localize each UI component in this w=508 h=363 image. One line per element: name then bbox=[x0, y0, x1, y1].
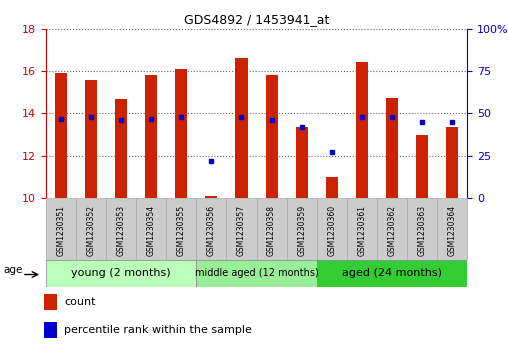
Bar bbox=[235, 57, 247, 198]
Bar bbox=[416, 135, 428, 198]
Bar bbox=[205, 196, 217, 198]
Bar bbox=[446, 127, 458, 198]
Text: GSM1230357: GSM1230357 bbox=[237, 205, 246, 256]
Bar bbox=[175, 69, 187, 198]
Bar bbox=[106, 198, 136, 260]
Text: GSM1230356: GSM1230356 bbox=[207, 205, 216, 256]
Bar bbox=[407, 198, 437, 260]
Bar bbox=[317, 198, 347, 260]
Bar bbox=[166, 198, 196, 260]
Text: GSM1230354: GSM1230354 bbox=[147, 205, 155, 256]
Bar bbox=[377, 198, 407, 260]
Text: GSM1230352: GSM1230352 bbox=[86, 205, 96, 256]
Text: percentile rank within the sample: percentile rank within the sample bbox=[65, 325, 252, 335]
Bar bbox=[55, 73, 67, 198]
Bar bbox=[46, 260, 196, 287]
Text: GSM1230359: GSM1230359 bbox=[297, 205, 306, 256]
Bar bbox=[296, 127, 308, 198]
Text: GSM1230355: GSM1230355 bbox=[177, 205, 186, 256]
Bar bbox=[356, 62, 368, 198]
Bar bbox=[46, 198, 76, 260]
Bar bbox=[266, 76, 277, 198]
Text: GSM1230361: GSM1230361 bbox=[358, 205, 366, 256]
Bar bbox=[386, 98, 398, 198]
Bar bbox=[136, 198, 166, 260]
Bar bbox=[437, 198, 467, 260]
Bar bbox=[44, 322, 57, 338]
Bar bbox=[317, 260, 467, 287]
Bar bbox=[196, 260, 317, 287]
Text: young (2 months): young (2 months) bbox=[71, 268, 171, 278]
Text: age: age bbox=[4, 265, 23, 276]
Text: GSM1230364: GSM1230364 bbox=[448, 205, 457, 256]
Text: GSM1230353: GSM1230353 bbox=[116, 205, 125, 256]
Bar bbox=[347, 198, 377, 260]
Text: GSM1230362: GSM1230362 bbox=[388, 205, 397, 256]
Bar bbox=[145, 76, 157, 198]
Bar bbox=[287, 198, 317, 260]
Text: aged (24 months): aged (24 months) bbox=[342, 268, 442, 278]
Text: GSM1230358: GSM1230358 bbox=[267, 205, 276, 256]
Bar bbox=[227, 198, 257, 260]
Text: GSM1230351: GSM1230351 bbox=[56, 205, 66, 256]
Text: middle aged (12 months): middle aged (12 months) bbox=[195, 268, 319, 278]
Bar bbox=[85, 79, 97, 198]
Bar bbox=[76, 198, 106, 260]
Title: GDS4892 / 1453941_at: GDS4892 / 1453941_at bbox=[184, 13, 329, 26]
Bar bbox=[44, 294, 57, 310]
Bar bbox=[115, 99, 127, 198]
Bar bbox=[326, 177, 338, 198]
Text: GSM1230360: GSM1230360 bbox=[327, 205, 336, 256]
Text: GSM1230363: GSM1230363 bbox=[418, 205, 427, 256]
Bar bbox=[196, 198, 227, 260]
Bar bbox=[257, 198, 287, 260]
Text: count: count bbox=[65, 297, 96, 307]
